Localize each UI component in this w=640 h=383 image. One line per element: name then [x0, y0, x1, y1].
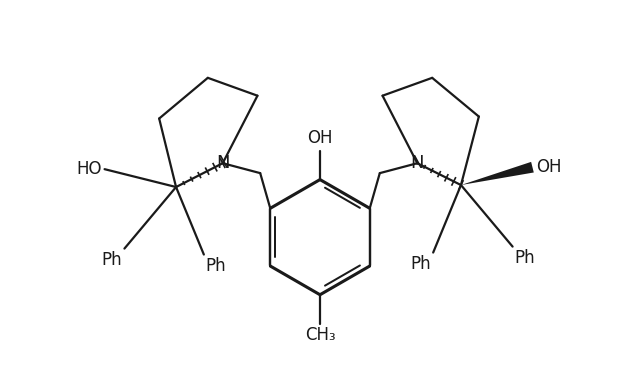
Text: OH: OH: [536, 158, 562, 176]
Text: Ph: Ph: [515, 249, 535, 267]
Text: N: N: [410, 154, 424, 172]
Text: Ph: Ph: [206, 257, 227, 275]
Polygon shape: [461, 162, 534, 185]
Text: HO: HO: [76, 160, 102, 178]
Text: Ph: Ph: [102, 250, 122, 268]
Text: Ph: Ph: [411, 255, 431, 273]
Text: N: N: [216, 154, 230, 172]
Text: CH₃: CH₃: [305, 326, 335, 344]
Text: OH: OH: [307, 129, 333, 147]
